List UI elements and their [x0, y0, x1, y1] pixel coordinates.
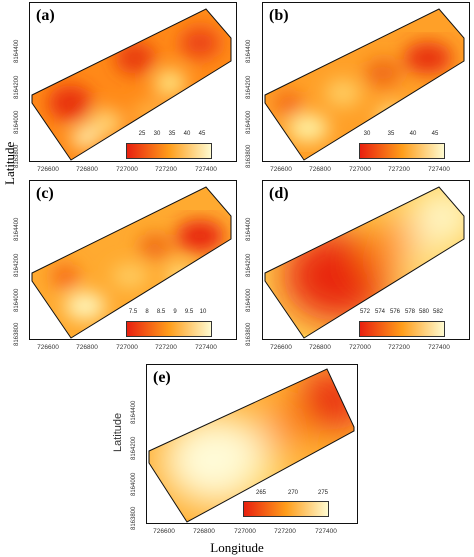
x-tick: 727400	[195, 344, 217, 351]
legend-tick: 30	[363, 131, 371, 137]
legend-tick: 582	[432, 309, 444, 315]
x-tick: 727400	[195, 166, 217, 173]
field-map-b	[264, 8, 465, 161]
y-tick: 8163800	[131, 506, 137, 530]
x-tick: 727000	[349, 344, 371, 351]
x-tick: 727000	[116, 166, 138, 173]
y-tick: 8164400	[14, 217, 20, 241]
legend-tick: 40	[409, 131, 417, 137]
y-axis-label-e: Latitude	[112, 412, 124, 452]
y-tick: 8164000	[246, 110, 252, 134]
y-tick: 8164400	[246, 39, 252, 63]
legend-tick: 7.5	[128, 309, 138, 315]
field-map-e	[148, 368, 355, 523]
x-tick: 727200	[274, 528, 296, 535]
legend-tick: 576	[389, 309, 401, 315]
panel-label-a: (a)	[36, 7, 55, 24]
y-tick: 8164400	[246, 217, 252, 241]
x-tick: 727200	[155, 166, 177, 173]
y-tick: 8163800	[14, 144, 20, 168]
x-tick: 726600	[153, 528, 175, 535]
legend-tick: 9	[173, 309, 177, 315]
legend-b	[359, 143, 445, 159]
y-tick: 8164000	[14, 288, 20, 312]
x-tick: 727400	[315, 528, 337, 535]
x-tick: 727200	[155, 344, 177, 351]
legend-tick: 275	[317, 490, 329, 496]
legend-tick: 572	[359, 309, 371, 315]
legend-tick: 25	[138, 131, 146, 137]
y-tick: 8164200	[14, 253, 20, 277]
legend-tick: 8.5	[156, 309, 166, 315]
y-tick: 8164200	[246, 75, 252, 99]
field-map-d	[264, 186, 465, 339]
legend-tick: 270	[287, 490, 299, 496]
x-tick: 726600	[37, 166, 59, 173]
x-tick: 727400	[428, 166, 450, 173]
legend-c	[126, 321, 212, 337]
map-panel-e: (e) 265 270 275	[146, 364, 358, 524]
y-tick: 8164400	[131, 400, 137, 424]
x-tick: 726800	[76, 166, 98, 173]
legend-a	[126, 143, 212, 159]
map-panel-d: (d) 572 574 576 578 580 582	[262, 180, 470, 340]
legend-tick: 30	[153, 131, 161, 137]
legend-tick: 9.5	[184, 309, 194, 315]
legend-tick: 10	[199, 309, 207, 315]
legend-tick: 580	[418, 309, 430, 315]
x-tick: 727000	[349, 166, 371, 173]
legend-tick: 265	[255, 490, 267, 496]
y-tick: 8164200	[131, 436, 137, 460]
y-tick: 8164000	[14, 110, 20, 134]
x-tick: 727200	[388, 344, 410, 351]
y-tick: 8163800	[246, 144, 252, 168]
x-tick: 727200	[388, 166, 410, 173]
field-map-a	[31, 8, 232, 161]
legend-tick: 40	[183, 131, 191, 137]
x-tick: 726800	[193, 528, 215, 535]
panel-label-c: (c)	[36, 185, 54, 202]
panel-label-d: (d)	[269, 185, 289, 202]
panel-label-e: (e)	[153, 369, 171, 386]
legend-tick: 35	[387, 131, 395, 137]
x-tick: 726800	[309, 344, 331, 351]
y-tick: 8164200	[14, 75, 20, 99]
x-tick: 726800	[309, 166, 331, 173]
map-panel-c: (c) 7.5 8 8.5 9 9.5 10	[29, 180, 237, 340]
x-tick: 726800	[76, 344, 98, 351]
x-axis-label: Longitude	[210, 540, 264, 555]
legend-tick: 574	[374, 309, 386, 315]
legend-tick: 45	[431, 131, 439, 137]
field-map-c	[31, 186, 232, 339]
legend-tick: 578	[404, 309, 416, 315]
x-tick: 727400	[428, 344, 450, 351]
legend-tick: 45	[198, 131, 206, 137]
y-tick: 8164200	[246, 253, 252, 277]
y-tick: 8163800	[246, 322, 252, 346]
y-tick: 8164400	[14, 39, 20, 63]
map-panel-b: (b) 30 35 40 45	[262, 2, 470, 162]
x-tick: 726600	[37, 344, 59, 351]
y-tick: 8163800	[14, 322, 20, 346]
legend-d	[359, 321, 445, 337]
y-tick: 8164000	[246, 288, 252, 312]
legend-e	[243, 501, 329, 517]
legend-tick: 8	[145, 309, 149, 315]
legend-tick: 35	[168, 131, 176, 137]
x-tick: 726600	[270, 166, 292, 173]
x-tick: 727000	[234, 528, 256, 535]
x-tick: 727000	[116, 344, 138, 351]
x-tick: 726600	[270, 344, 292, 351]
y-tick: 8164000	[131, 472, 137, 496]
map-panel-a: (a) 25 30 35 40 45	[29, 2, 237, 162]
panel-label-b: (b)	[269, 7, 289, 24]
